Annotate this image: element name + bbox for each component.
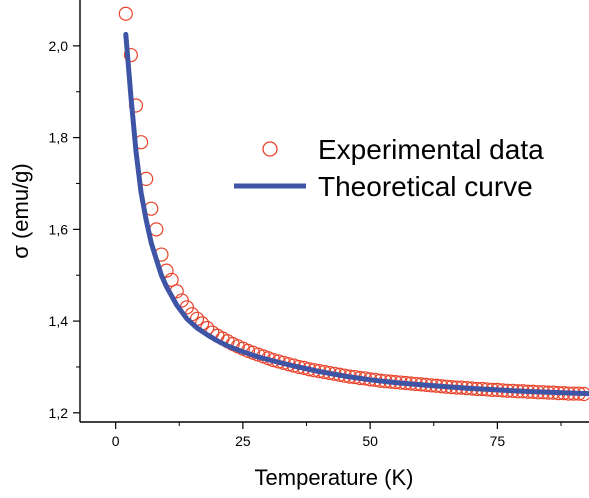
x-tick-label: 25: [235, 433, 251, 449]
theoretical-curve-line: [123, 31, 589, 397]
x-tick-label: 0: [112, 433, 120, 449]
y-axis-label: σ (emu/g): [8, 163, 33, 259]
legend-label-theoretical: Theoretical curve: [318, 171, 533, 202]
x-axis-label: Temperature (K): [255, 465, 414, 490]
legend-label-experimental: Experimental data: [318, 134, 544, 165]
x-tick-label: 75: [490, 433, 506, 449]
legend-marker-experimental: [262, 141, 278, 157]
experimental-data-point: [123, 47, 138, 63]
y-tick-label: 1,2: [49, 405, 69, 421]
y-tick-label: 1,4: [49, 313, 69, 329]
plot-area: 0 25 50 75 1,2 1,4 1,6 1,8 2,0: [49, 0, 589, 449]
y-tick-label: 1,6: [49, 221, 69, 237]
series-layer: [118, 6, 589, 402]
axis-ticks: 0 25 50 75 1,2 1,4 1,6 1,8 2,0: [49, 38, 562, 449]
x-tick-label: 50: [362, 433, 378, 449]
experimental-data-point: [118, 6, 133, 21]
y-tick-label: 2,0: [49, 38, 69, 54]
y-tick-label: 1,8: [49, 130, 69, 146]
legend: Experimental data Theoretical curve: [234, 134, 544, 202]
